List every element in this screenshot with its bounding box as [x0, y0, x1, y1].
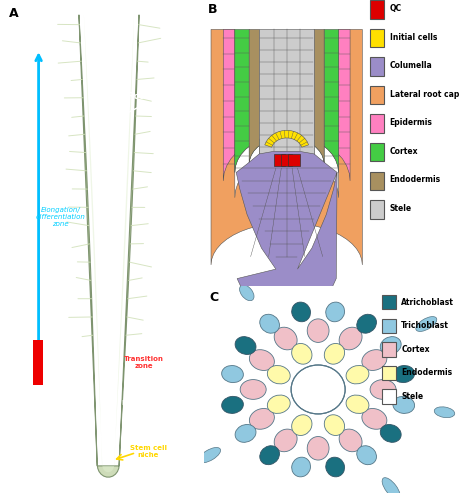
- Ellipse shape: [380, 337, 401, 354]
- Text: QC: QC: [390, 4, 402, 13]
- Ellipse shape: [182, 361, 202, 372]
- Ellipse shape: [326, 457, 345, 477]
- Bar: [370, 114, 384, 133]
- Ellipse shape: [292, 302, 310, 322]
- Polygon shape: [236, 151, 337, 311]
- Ellipse shape: [222, 365, 243, 383]
- Bar: [370, 143, 384, 162]
- Text: Transition
zone: Transition zone: [124, 356, 164, 369]
- Ellipse shape: [260, 446, 280, 465]
- Text: Stem cell
niche: Stem cell niche: [129, 445, 166, 458]
- Bar: [382, 319, 396, 333]
- Ellipse shape: [393, 396, 415, 414]
- Ellipse shape: [324, 415, 345, 435]
- Ellipse shape: [274, 429, 297, 452]
- Ellipse shape: [292, 415, 312, 435]
- Ellipse shape: [357, 446, 376, 465]
- Text: Root hair: Root hair: [128, 92, 168, 101]
- Polygon shape: [211, 30, 362, 265]
- Ellipse shape: [274, 327, 297, 350]
- Bar: [370, 29, 384, 47]
- Text: Stele: Stele: [401, 392, 423, 401]
- Bar: [382, 366, 396, 380]
- Text: A: A: [9, 7, 18, 20]
- Ellipse shape: [346, 395, 369, 414]
- Bar: [382, 295, 396, 310]
- Text: Endodermis: Endodermis: [390, 176, 441, 184]
- Ellipse shape: [235, 424, 256, 442]
- Bar: [273, 154, 285, 166]
- Bar: [288, 154, 300, 166]
- Ellipse shape: [339, 429, 362, 452]
- Ellipse shape: [324, 344, 345, 364]
- Polygon shape: [249, 30, 324, 164]
- Ellipse shape: [434, 407, 455, 418]
- Ellipse shape: [416, 317, 437, 331]
- Text: Meristematic
zone: Meristematic zone: [121, 400, 167, 413]
- Ellipse shape: [199, 448, 220, 463]
- Text: Endodermis: Endodermis: [401, 368, 452, 378]
- Bar: [370, 172, 384, 190]
- Ellipse shape: [307, 319, 329, 343]
- Ellipse shape: [393, 365, 415, 383]
- Polygon shape: [259, 30, 314, 156]
- Text: Stele: Stele: [390, 204, 412, 213]
- Ellipse shape: [337, 264, 349, 284]
- Text: C: C: [209, 291, 218, 304]
- Bar: [370, 57, 384, 76]
- Bar: [33, 340, 43, 385]
- Ellipse shape: [346, 365, 369, 384]
- Ellipse shape: [357, 314, 376, 333]
- Ellipse shape: [382, 478, 400, 493]
- Ellipse shape: [326, 302, 345, 322]
- Text: Columella: Columella: [390, 61, 432, 70]
- Polygon shape: [265, 131, 309, 147]
- Polygon shape: [84, 15, 134, 472]
- Bar: [382, 389, 396, 404]
- Ellipse shape: [362, 350, 387, 370]
- Bar: [382, 343, 396, 356]
- Text: Initial cells: Initial cells: [390, 33, 437, 41]
- Ellipse shape: [240, 380, 266, 399]
- Text: Cortex: Cortex: [390, 147, 418, 156]
- Text: Cortex: Cortex: [401, 345, 430, 354]
- Ellipse shape: [239, 285, 254, 301]
- Ellipse shape: [249, 409, 274, 429]
- Bar: [33, 385, 43, 426]
- Ellipse shape: [267, 395, 290, 414]
- Polygon shape: [235, 30, 338, 173]
- Ellipse shape: [307, 436, 329, 460]
- Ellipse shape: [267, 365, 290, 384]
- Text: Epidermis: Epidermis: [390, 118, 433, 127]
- Bar: [281, 154, 292, 166]
- Ellipse shape: [380, 424, 401, 442]
- Text: Elongation/
differentiation
zone: Elongation/ differentiation zone: [36, 207, 85, 227]
- Text: Atrichoblast: Atrichoblast: [401, 298, 454, 307]
- Ellipse shape: [292, 457, 310, 477]
- Circle shape: [291, 365, 345, 414]
- Ellipse shape: [370, 380, 396, 399]
- Ellipse shape: [235, 337, 256, 354]
- Text: Lateral root cap: Lateral root cap: [390, 90, 459, 99]
- Ellipse shape: [249, 350, 274, 370]
- Ellipse shape: [362, 409, 387, 429]
- Ellipse shape: [292, 344, 312, 364]
- Text: Trichoblast: Trichoblast: [401, 321, 449, 330]
- Ellipse shape: [260, 314, 280, 333]
- Ellipse shape: [339, 327, 362, 350]
- Polygon shape: [79, 15, 139, 477]
- Bar: [370, 0, 384, 19]
- Ellipse shape: [222, 396, 243, 414]
- Bar: [370, 200, 384, 219]
- Polygon shape: [223, 30, 350, 181]
- Bar: [370, 86, 384, 105]
- Text: B: B: [208, 2, 217, 15]
